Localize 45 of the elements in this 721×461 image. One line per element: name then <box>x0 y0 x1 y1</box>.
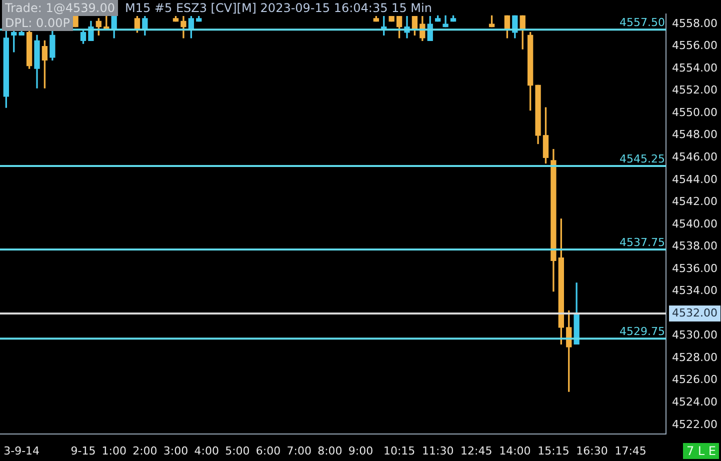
x-tick-label: 11:30 <box>422 444 454 458</box>
y-tick-label: 4534.00 <box>672 284 718 298</box>
ref-line-label: 4545.25 <box>620 152 665 166</box>
y-tick-label: 4526.00 <box>672 373 718 386</box>
x-tick-label: 3-9-14 <box>4 444 40 458</box>
chart-subtitle: M15 #5 ESZ3 [CV][M] 2023-09-15 16:04:35 15 Min <box>122 0 435 16</box>
x-tick-label: 9:00 <box>348 444 374 458</box>
ref-line-label: 4532.00 <box>672 306 718 320</box>
ref-line-label: 4529.75 <box>620 324 665 338</box>
y-tick-label: 4552.00 <box>672 84 718 97</box>
x-tick-label: 1:00 <box>102 444 126 458</box>
y-tick-label: 4546.00 <box>672 150 718 164</box>
y-tick-label: 4522.00 <box>672 418 718 431</box>
x-tick-label: 14:00 <box>499 444 531 458</box>
x-tick-label: 6:00 <box>256 444 281 458</box>
x-tick-label: 15:15 <box>538 444 570 458</box>
y-tick-label: 4554.00 <box>672 61 718 74</box>
y-tick-label: 4550.00 <box>672 106 718 119</box>
x-tick-label: 4:00 <box>194 444 219 458</box>
y-tick-label: 4528.00 <box>672 350 718 364</box>
chart-title: Trade: 1@4539.00 <box>2 0 118 16</box>
y-tick-label: 4558.00 <box>672 16 718 30</box>
y-tick-label: 4544.00 <box>672 172 718 186</box>
y-tick-label: 4548.00 <box>672 128 718 142</box>
y-tick-label: 4536.00 <box>672 262 718 275</box>
x-tick-label: 7:00 <box>286 444 312 458</box>
y-tick-label: 4530.00 <box>672 328 718 342</box>
y-tick-label: 4524.00 <box>672 395 718 408</box>
x-tick-label: 17:45 <box>614 444 646 458</box>
x-tick-label: 12:45 <box>460 444 492 458</box>
annotation: DPL: 0.00P <box>2 15 73 31</box>
ref-line-label: 4557.50 <box>620 16 665 29</box>
y-tick-label: 4540.00 <box>672 217 718 230</box>
x-tick-label: 9-15 <box>70 444 96 458</box>
x-tick-label: 5:00 <box>225 444 250 458</box>
y-tick-label: 4538.00 <box>672 240 718 253</box>
y-tick-label: 4542.00 <box>672 195 718 208</box>
ref-line-label: 4537.75 <box>620 236 665 249</box>
y-tick-label: 4556.00 <box>672 39 718 52</box>
text: 7 L E <box>683 443 719 459</box>
x-tick-label: 16:30 <box>576 444 608 458</box>
x-tick-label: 8:00 <box>318 444 342 458</box>
x-tick-label: 2:00 <box>132 444 158 458</box>
x-tick-label: 3:00 <box>163 444 188 458</box>
x-tick-label: 10:15 <box>383 444 416 458</box>
